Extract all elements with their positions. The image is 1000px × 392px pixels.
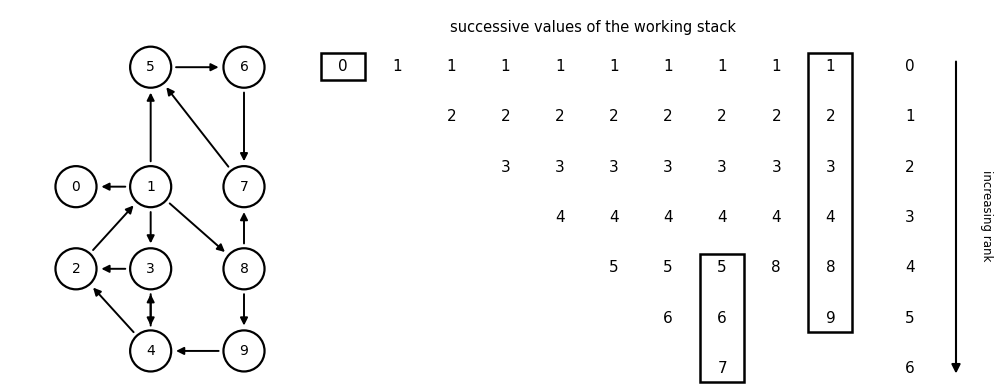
Text: 2: 2 [663,109,673,124]
Text: successive values of the working stack: successive values of the working stack [450,20,736,35]
Text: 1: 1 [501,59,510,74]
Circle shape [55,166,97,207]
Text: 1: 1 [771,59,781,74]
Text: 4: 4 [905,260,915,275]
Text: 5: 5 [609,260,619,275]
Text: 7: 7 [240,180,248,194]
Text: 2: 2 [905,160,915,175]
Text: 3: 3 [826,160,835,175]
Text: 2: 2 [771,109,781,124]
Text: 2: 2 [609,109,619,124]
Circle shape [130,47,171,88]
Text: 3: 3 [717,160,727,175]
Text: 1: 1 [826,59,835,74]
Text: 1: 1 [717,59,727,74]
Text: 6: 6 [905,361,915,376]
Circle shape [223,47,265,88]
Circle shape [130,166,171,207]
Text: increasing rank: increasing rank [980,170,993,261]
Text: 1: 1 [393,59,402,74]
Text: 3: 3 [663,160,673,175]
Text: 2: 2 [717,109,727,124]
Circle shape [223,166,265,207]
Text: 3: 3 [146,262,155,276]
Text: 3: 3 [771,160,781,175]
Text: 9: 9 [826,311,835,326]
Text: 2: 2 [501,109,510,124]
Text: 6: 6 [663,311,673,326]
Circle shape [130,330,171,372]
Text: 3: 3 [905,210,915,225]
Text: 2: 2 [826,109,835,124]
Circle shape [223,248,265,289]
Text: 5: 5 [663,260,673,275]
Text: 6: 6 [240,60,248,74]
Text: 8: 8 [240,262,248,276]
Text: 4: 4 [717,210,727,225]
Text: 1: 1 [663,59,673,74]
Text: 4: 4 [146,344,155,358]
Text: 4: 4 [555,210,565,225]
Text: 8: 8 [771,260,781,275]
Text: 5: 5 [905,311,915,326]
Text: 5: 5 [717,260,727,275]
Text: 5: 5 [146,60,155,74]
Text: 2: 2 [447,109,456,124]
Text: 2: 2 [72,262,80,276]
Text: 7: 7 [717,361,727,376]
Text: 8: 8 [826,260,835,275]
Text: 1: 1 [905,109,915,124]
Circle shape [223,330,265,372]
Circle shape [130,248,171,289]
Text: 3: 3 [555,160,565,175]
Text: 4: 4 [771,210,781,225]
Text: 1: 1 [447,59,456,74]
Circle shape [55,248,97,289]
Text: 1: 1 [609,59,619,74]
Text: 0: 0 [72,180,80,194]
Text: 6: 6 [717,311,727,326]
Text: 4: 4 [826,210,835,225]
Text: 0: 0 [338,59,348,74]
Text: 3: 3 [501,160,510,175]
Text: 4: 4 [663,210,673,225]
Text: 1: 1 [555,59,565,74]
Text: 2: 2 [555,109,565,124]
Text: 0: 0 [905,59,915,74]
Text: 3: 3 [609,160,619,175]
Text: 1: 1 [146,180,155,194]
Text: 9: 9 [240,344,248,358]
Text: 4: 4 [609,210,619,225]
